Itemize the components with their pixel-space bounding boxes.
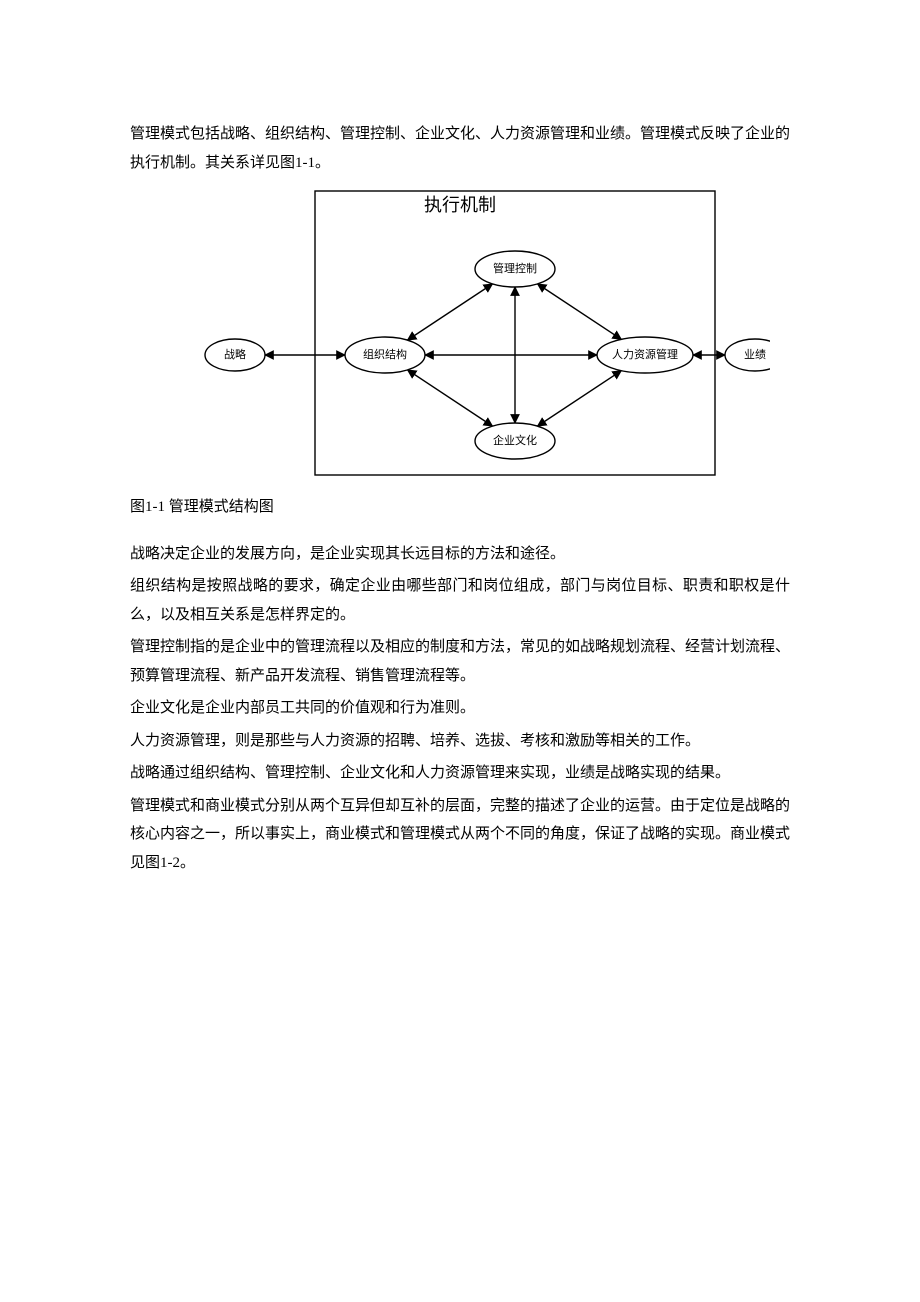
intro-paragraph: 管理模式包括战略、组织结构、管理控制、企业文化、人力资源管理和业绩。管理模式反映… — [130, 120, 790, 177]
management-model-diagram: 执行机制战略 组织结构 管理控制企业文化 人力资源管理 业绩 — [150, 183, 770, 483]
body-paragraph: 组织结构是按照战略的要求，确定企业由哪些部门和岗位组成，部门与岗位目标、职责和职… — [130, 572, 790, 629]
diagram-edge — [407, 284, 492, 340]
diagram-node-culture: 企业文化 — [475, 423, 555, 459]
body-paragraph: 管理控制指的是企业中的管理流程以及相应的制度和方法，常见的如战略规划流程、经营计… — [130, 633, 790, 690]
diagram-edge — [407, 370, 492, 426]
svg-text:业绩: 业绩 — [744, 348, 766, 361]
body-paragraph: 人力资源管理，则是那些与人力资源的招聘、培养、选拔、考核和激励等相关的工作。 — [130, 727, 790, 756]
diagram-node-hr: 人力资源管理 — [597, 337, 693, 373]
diagram-node-strategy: 战略 — [205, 339, 265, 371]
diagram-edge — [537, 371, 621, 426]
svg-text:企业文化: 企业文化 — [493, 433, 537, 447]
diagram-node-perf: 业绩 — [725, 339, 770, 371]
diagram-edge — [537, 284, 621, 339]
body-paragraph: 战略通过组织结构、管理控制、企业文化和人力资源管理来实现，业绩是战略实现的结果。 — [130, 759, 790, 788]
svg-text:战略: 战略 — [224, 347, 246, 361]
svg-text:管理控制: 管理控制 — [493, 261, 537, 275]
svg-text:人力资源管理: 人力资源管理 — [612, 347, 678, 361]
svg-text:执行机制: 执行机制 — [424, 195, 496, 215]
diagram-node-org: 组织结构 — [345, 337, 425, 373]
svg-text:组织结构: 组织结构 — [363, 347, 407, 361]
figure-caption: 图1-1 管理模式结构图 — [130, 493, 790, 522]
body-paragraph: 战略决定企业的发展方向，是企业实现其长远目标的方法和途径。 — [130, 540, 790, 569]
body-paragraph: 企业文化是企业内部员工共同的价值观和行为准则。 — [130, 694, 790, 723]
diagram-container: 执行机制战略 组织结构 管理控制企业文化 人力资源管理 业绩 — [130, 183, 790, 483]
diagram-node-control: 管理控制 — [475, 251, 555, 287]
body-text: 战略决定企业的发展方向，是企业实现其长远目标的方法和途径。组织结构是按照战略的要… — [130, 540, 790, 878]
body-paragraph: 管理模式和商业模式分别从两个互异但却互补的层面，完整的描述了企业的运营。由于定位… — [130, 792, 790, 878]
